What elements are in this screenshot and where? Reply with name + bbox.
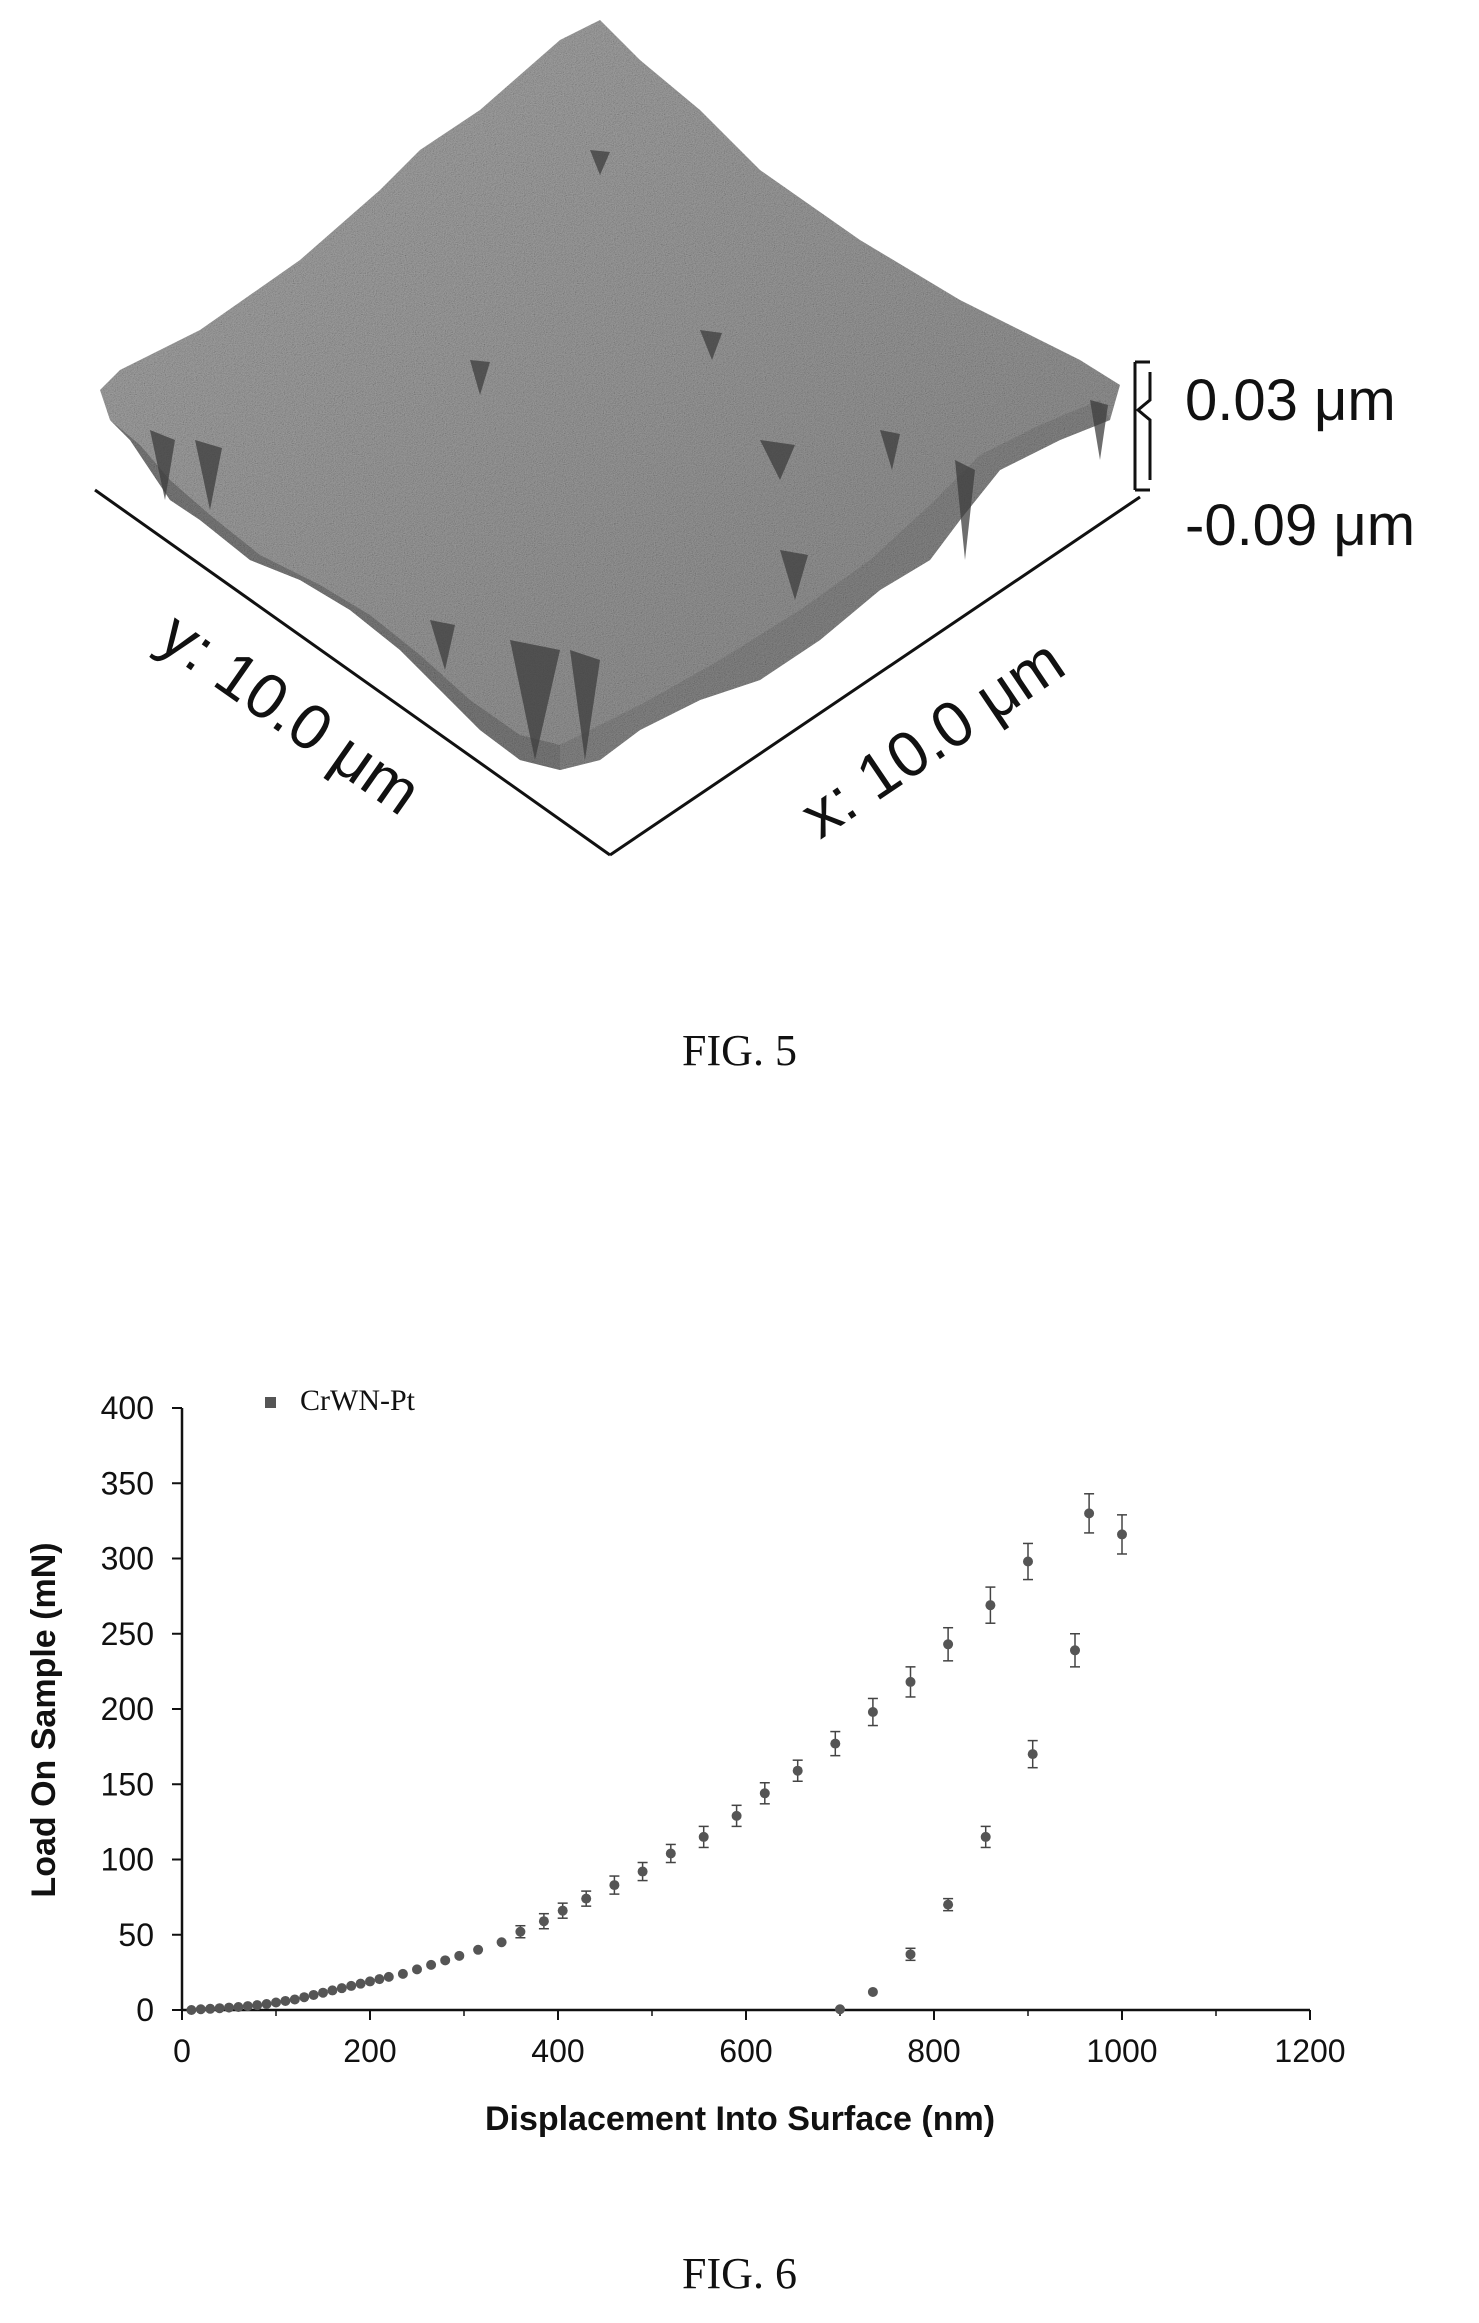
data-point-loading [242,2001,253,2012]
y-tick-label: 250 [101,1616,154,1652]
legend-marker [265,1397,276,1408]
data-point-loading [698,1831,709,1842]
x-tick-label: 0 [173,2033,191,2069]
y-tick-label: 300 [101,1541,154,1577]
data-point-loading [271,1997,281,2008]
x-axis-title: Displacement Into Surface (nm) [485,2100,995,2138]
data-point-loading [308,1989,319,2000]
x-tick-label: 800 [907,2033,960,2069]
data-point-unloading [905,1949,916,1960]
data-point-loading [665,1848,676,1859]
data-point-loading [943,1639,954,1650]
data-point-loading [830,1738,841,1749]
y-tick-label: 50 [118,1917,154,1953]
data-point-loading [731,1810,742,1821]
data-point-loading [383,1971,394,1982]
data-point-loading [299,1992,310,2003]
data-point-loading [280,1995,291,2006]
x-tick-label: 600 [719,2033,772,2069]
x-tick-label: 200 [343,2033,396,2069]
data-point-loading [336,1983,347,1994]
y-tick-label: 400 [101,1390,154,1426]
y-tick-label: 200 [101,1691,154,1727]
legend-label: CrWN-Pt [300,1384,416,1417]
data-point-loading [1117,1529,1127,1540]
chart-frame [180,1408,1310,2012]
data-point-unloading [1027,1749,1038,1760]
data-point-loading [581,1893,592,1904]
data-point-loading [374,1974,385,1985]
data-point-unloading [867,1986,878,1997]
data-point-loading [905,1676,916,1687]
afm-surface-figure: 0.03 μm -0.09 μm x: 10.0 μm y: 10.0 μm [94,20,1415,857]
x-tick-label: 1200 [1274,2033,1345,2069]
data-point-loading [289,1994,300,2005]
data-point-loading [426,1959,437,1970]
y-tick-label: 150 [101,1766,154,1802]
figure-5-caption: FIG. 5 [682,1026,797,1075]
y-tick-label: 0 [136,1992,154,2028]
data-point-loading [985,1600,996,1611]
y-tick-label: 100 [101,1842,154,1878]
data-point-loading [346,1980,357,1991]
data-point-unloading [943,1899,954,1910]
data-point-loading [205,2003,216,2014]
data-point-loading [327,1985,338,1996]
data-point-loading [195,2004,206,2015]
data-point-loading [261,1998,272,2009]
afm-x-axis-label: x: 10.0 μm [788,624,1077,852]
y-tick-label: 350 [101,1465,154,1501]
chart-legend: CrWN-Pt [265,1384,416,1417]
data-point-loading [224,2002,234,2013]
data-point-loading [1023,1556,1033,1567]
data-point-loading [318,1987,328,1998]
data-point-loading [440,1955,451,1966]
data-point-loading [515,1926,526,1937]
data-point-loading [557,1905,568,1916]
data-point-loading [454,1950,465,1961]
data-point-unloading [835,2004,845,2015]
data-point-loading [792,1765,803,1776]
data-point-loading [365,1976,375,1987]
data-point-loading [186,2005,197,2015]
data-point-loading [759,1788,770,1799]
data-point-loading [867,1707,878,1718]
figure-6-caption: FIG. 6 [682,2249,797,2298]
data-point-loading [1084,1508,1095,1519]
data-point-loading [538,1916,549,1927]
x-tick-label: 400 [531,2033,584,2069]
chart-marks [186,1493,1127,2015]
data-point-loading [252,2000,263,2011]
data-point-unloading [980,1831,991,1842]
chart-ticks: 0 200 400 600 800 1000 1200 0 50 100 150 200 250 300 3… [101,1390,1346,2069]
data-point-loading [637,1866,648,1877]
load-displacement-chart: 0 200 400 600 800 1000 1200 0 50 100 150 200 250 300 3… [25,1384,1346,2138]
data-point-loading [397,1968,408,1979]
afm-pits [150,150,1108,760]
afm-z-min-label: -0.09 μm [1185,493,1415,558]
x-tick-label: 1000 [1086,2033,1157,2069]
data-point-loading [233,2001,244,2012]
data-point-loading [496,1937,507,1948]
afm-axes [94,360,1152,857]
y-axis-title: Load On Sample (mN) [25,1542,63,1897]
data-point-loading [355,1978,366,1989]
data-point-loading [412,1964,422,1975]
data-point-loading [609,1880,620,1891]
afm-z-max-label: 0.03 μm [1185,368,1396,433]
data-point-loading [214,2003,225,2014]
data-point-loading [473,1944,484,1955]
data-point-unloading [1070,1645,1080,1656]
